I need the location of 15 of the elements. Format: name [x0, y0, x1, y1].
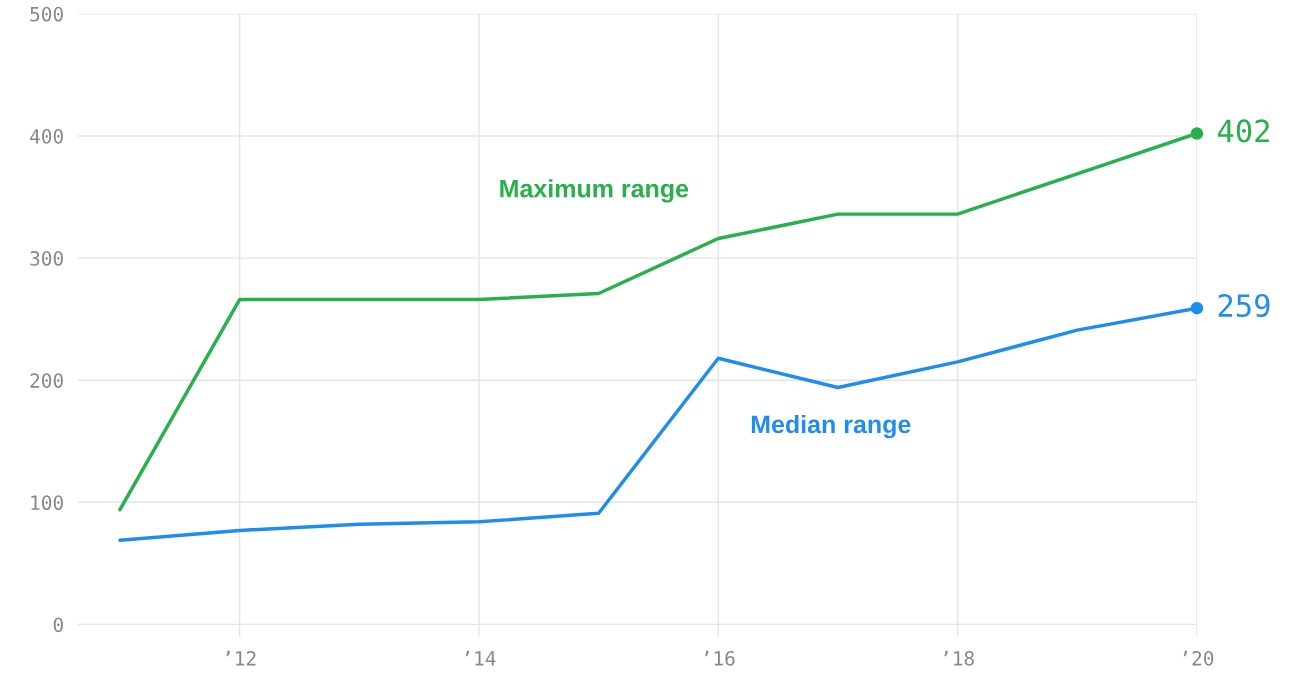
data-label: 402 — [1217, 119, 1269, 143]
y-tick-label: 0 — [53, 617, 63, 633]
x-tick-label: ’16 — [705, 650, 735, 666]
y-tick-label: 200 — [30, 373, 63, 388]
y-tick-label: 400 — [30, 128, 63, 144]
x-tick-label: ’20 — [1183, 650, 1214, 666]
x-tick-label: ’18 — [944, 650, 974, 666]
x-tick-label: ’12 — [226, 650, 256, 666]
y-tick-label: 500 — [30, 6, 63, 22]
y-tick-label: 300 — [30, 251, 63, 266]
y-tick-label: 100 — [31, 495, 63, 511]
data-label: 259 — [1218, 293, 1270, 318]
series-label: Maximum range — [500, 179, 689, 203]
series-label: Median range — [751, 414, 911, 439]
x-tick-label: ’14 — [465, 650, 496, 666]
